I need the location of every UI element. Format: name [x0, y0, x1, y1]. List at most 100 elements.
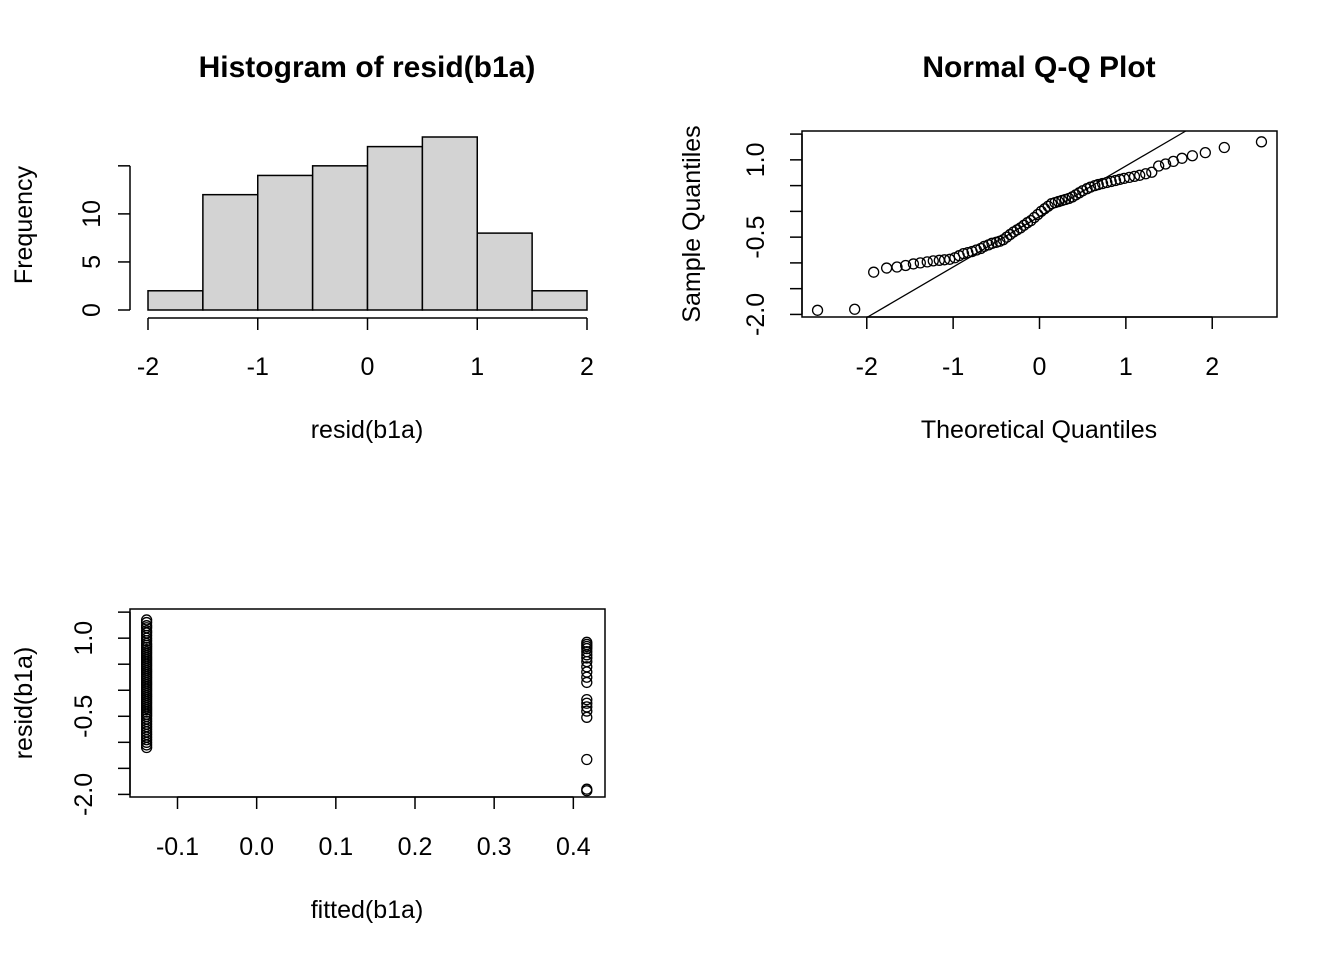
histogram-bar-5 [421, 136, 478, 311]
qq-point [1134, 169, 1146, 181]
qq-point [1032, 208, 1044, 221]
qq-point [1118, 172, 1130, 185]
residuals-x-tick-label: 0.3 [477, 833, 512, 861]
qq-plot-x-axis-label: Theoretical Quantiles [921, 416, 1157, 444]
qq-point [1028, 211, 1040, 224]
residuals-x-axis-label: fitted(b1a) [311, 896, 424, 924]
residual-point [581, 711, 593, 723]
histogram-x-tick-label: -1 [247, 353, 269, 381]
histogram-bar-3 [311, 165, 369, 311]
histogram-bar-1 [202, 193, 259, 311]
qq-point [938, 254, 951, 266]
qq-point [1199, 146, 1211, 159]
residual-point [581, 676, 593, 689]
histogram-bar-6 [476, 232, 533, 311]
histogram-bar-0 [147, 290, 204, 311]
qq-point [1128, 170, 1141, 182]
qq-point [957, 247, 970, 260]
histogram-bar-4 [366, 145, 424, 311]
qq-point [1025, 215, 1037, 227]
histogram-x-tick-label: 0 [361, 353, 375, 381]
histogram-y-axis-label: Frequency [10, 165, 38, 284]
histogram-x-tick-label: 2 [580, 353, 594, 381]
histogram-y-axis: 0 5 10 [78, 165, 131, 317]
histogram-panel: Histogram of resid(b1a) resid(b1a) Frequ… [10, 51, 594, 444]
qq-point [1186, 150, 1199, 162]
qq-plot-y-axis: -2.0 -0.5 1.0 [742, 133, 803, 336]
qq-point [986, 237, 998, 249]
qq-point [1153, 160, 1165, 172]
qq-point [907, 258, 920, 270]
residuals-y-tick-label: -0.5 [70, 695, 98, 738]
qq-point [1159, 158, 1172, 170]
residuals-x-tick-label: 0.1 [318, 833, 353, 861]
histogram-bars [147, 136, 588, 311]
qq-plot-x-tick-label: 2 [1205, 353, 1219, 381]
qq-plot-marks [811, 130, 1268, 318]
residuals-y-axis: -2.0 -0.5 1.0 [70, 611, 131, 816]
qq-point [891, 261, 903, 273]
residuals-x-tick-label: -0.1 [156, 833, 199, 861]
histogram-title: Histogram of resid(b1a) [199, 51, 536, 84]
qq-point [1042, 200, 1054, 212]
histogram-bar-2 [257, 174, 314, 311]
histogram-x-axis-label: resid(b1a) [311, 416, 424, 444]
qq-plot-x-tick-label: -1 [942, 353, 964, 381]
qq-point [811, 304, 824, 316]
residual-point [581, 649, 593, 661]
qq-point [899, 259, 912, 272]
residuals-marks [140, 614, 593, 797]
qq-plot-y-tick-label: -2.0 [742, 293, 770, 336]
residual-point [581, 671, 593, 683]
qq-point [1255, 136, 1268, 148]
residuals-y-tick-label: 1.0 [70, 621, 98, 656]
qq-point [1146, 166, 1158, 178]
qq-plot-x-tick-label: 0 [1033, 353, 1047, 381]
qq-plot-y-axis-label: Sample Quantiles [678, 125, 706, 322]
qq-point [1105, 175, 1117, 188]
residual-point [581, 705, 593, 717]
residuals-y-tick-label: -2.0 [70, 773, 98, 816]
histogram-y-tick-label: 5 [78, 255, 106, 269]
qq-point [921, 256, 933, 268]
histogram-x-tick-label: -2 [137, 353, 159, 381]
qq-point [1218, 141, 1230, 154]
residuals-vs-fitted-panel: fitted(b1a) resid(b1a) -0.1 0.0 0.1 0.2 0.3 0… [10, 608, 606, 924]
residual-point [140, 741, 153, 754]
residual-point [581, 693, 593, 706]
histogram-x-axis: -2 -1 0 1 2 [137, 317, 594, 381]
qq-point [944, 253, 956, 265]
qq-point [1101, 176, 1113, 189]
qq-point [927, 255, 939, 267]
residual-point [581, 652, 593, 664]
qq-point [1109, 174, 1122, 187]
residuals-y-axis-label: resid(b1a) [10, 647, 38, 760]
residuals-x-tick-label: 0.0 [239, 833, 274, 861]
histogram-bar-7 [531, 290, 588, 311]
histogram-y-tick-label: 0 [78, 303, 106, 317]
qq-point [1176, 152, 1188, 164]
qq-point [1096, 177, 1109, 190]
qq-plot-title: Normal Q-Q Plot [922, 51, 1155, 84]
qq-plot-y-tick-label: -0.5 [742, 216, 770, 259]
qq-plot-x-tick-label: -2 [856, 353, 878, 381]
residual-point [581, 697, 593, 709]
qq-point [1092, 178, 1104, 191]
residuals-x-axis: -0.1 0.0 0.1 0.2 0.3 0.4 [156, 796, 591, 861]
qq-point [1140, 168, 1152, 180]
qq-point [849, 303, 861, 315]
qq-point [914, 257, 926, 269]
residual-point [581, 785, 593, 797]
qq-point [1123, 171, 1135, 184]
qq-plot-x-axis: -2 -1 0 1 2 [856, 316, 1219, 381]
qq-plot-x-tick-label: 1 [1119, 353, 1133, 381]
qq-plot-panel: Normal Q-Q Plot Theoretical Quantiles Sa… [678, 51, 1278, 444]
residual-point [581, 753, 593, 766]
residuals-x-tick-label: 0.2 [398, 833, 433, 861]
histogram-y-tick-label: 10 [78, 200, 106, 228]
histogram-x-tick-label: 1 [470, 353, 484, 381]
qq-plot-y-tick-label: 1.0 [742, 142, 770, 177]
qq-point [868, 266, 880, 278]
